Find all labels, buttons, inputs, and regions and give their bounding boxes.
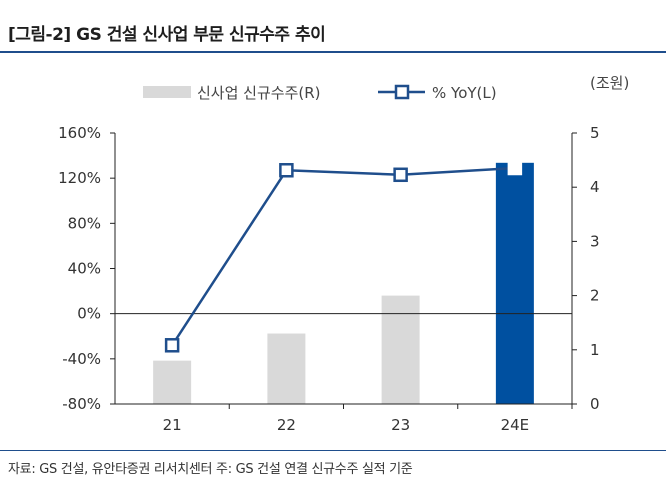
- legend-bar-swatch: [143, 86, 191, 98]
- legend-line-marker: [394, 84, 410, 100]
- left-tick-label: 0%: [77, 305, 101, 323]
- bar-22: [267, 333, 306, 404]
- right-tick-label: 1: [590, 341, 600, 359]
- chart: 신사업 신규수주(R) % YoY(L) (조원) 160% 120% 80% 40% 0% -…: [58, 74, 629, 434]
- right-tick-label: 5: [590, 124, 600, 142]
- footer-rule: [0, 450, 666, 451]
- x-tick-label: 21: [163, 416, 182, 434]
- chart-title: [그림-2] GS 건설 신사업 부문 신규수주 추이: [8, 25, 326, 45]
- left-tick-label: 40%: [68, 260, 101, 278]
- source-note: 자료: GS 건설, 유안타증권 리서치센터 주: GS 건설 연결 신규수주 …: [8, 462, 413, 477]
- x-tick-label: 22: [277, 416, 296, 434]
- bar-23: [381, 295, 420, 404]
- yoy-line: [171, 166, 515, 346]
- yoy-point-23: [393, 167, 408, 183]
- left-tick-label: -40%: [62, 350, 101, 368]
- legend-bar-label: 신사업 신규수주(R): [197, 84, 321, 102]
- bar-24E: [495, 162, 534, 404]
- x-tick-label: 23: [391, 416, 410, 434]
- yoy-point-21: [164, 338, 180, 353]
- left-tick-label: -80%: [62, 395, 101, 413]
- right-tick-label: 4: [590, 178, 600, 196]
- left-tick-label: 160%: [58, 124, 101, 142]
- x-tick-label: 24E: [501, 416, 530, 434]
- right-tick-label: 3: [590, 232, 600, 250]
- right-axis-unit: (조원): [590, 74, 629, 92]
- yoy-point-22: [279, 163, 294, 178]
- left-tick-label: 80%: [68, 214, 101, 232]
- left-tick-label: 120%: [58, 169, 101, 187]
- yoy-point-24E: [507, 160, 523, 176]
- title-rule: [0, 51, 666, 53]
- bar-21: [153, 360, 192, 404]
- right-tick-label: 0: [590, 395, 600, 413]
- right-tick-label: 2: [590, 287, 600, 305]
- legend-line-label: % YoY(L): [432, 84, 497, 102]
